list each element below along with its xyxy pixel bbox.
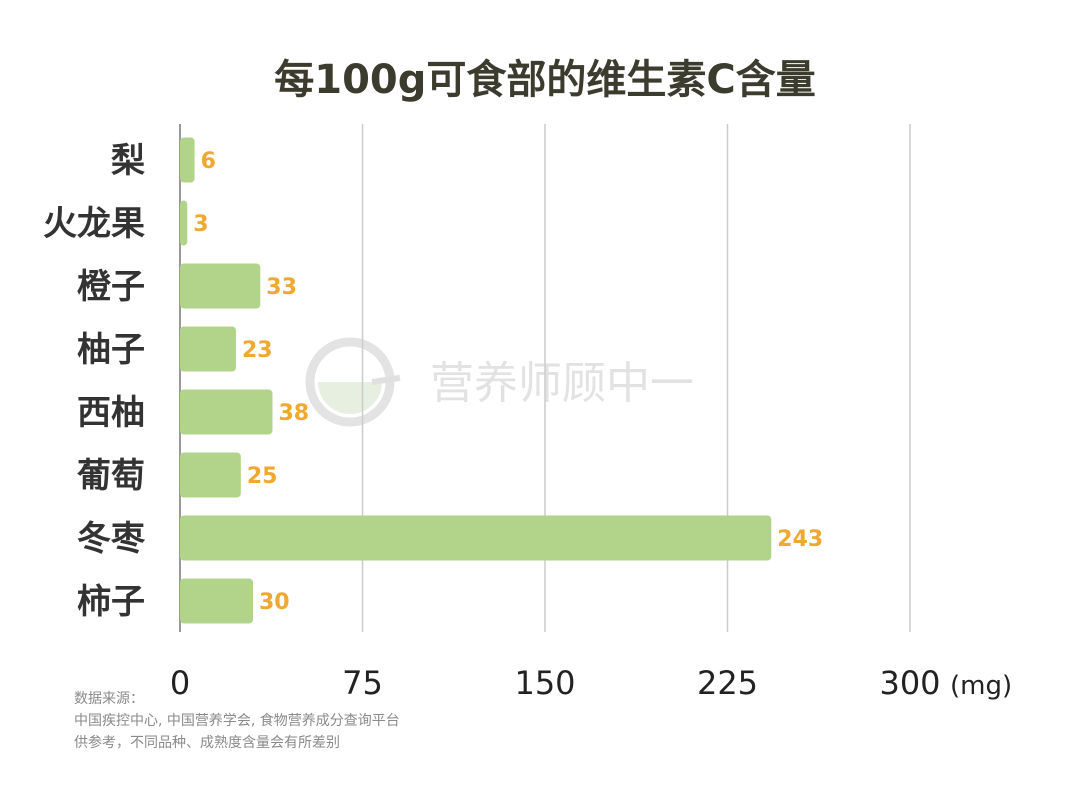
watermark-text: 营养师顾中一 xyxy=(430,358,694,409)
x-tick-label: 225 xyxy=(697,664,758,702)
bar-柿子 xyxy=(180,578,253,624)
value-label: 6 xyxy=(201,149,216,174)
bar-葡萄 xyxy=(180,452,241,498)
footnote-disclaimer: 供参考，不同品种、成熟度含量会有所差别 xyxy=(74,735,340,751)
category-label: 梨 xyxy=(111,141,145,181)
bar-梨 xyxy=(180,137,195,183)
x-axis-unit-label: (mg) xyxy=(950,671,1012,701)
bars xyxy=(180,137,772,624)
x-tick-labels: 0 75 150 225 300 xyxy=(170,664,941,702)
bar-西柚 xyxy=(180,389,273,435)
x-tick-label: 75 xyxy=(342,664,383,702)
category-label: 西柚 xyxy=(77,393,145,433)
watermark: 营养师顾中一 xyxy=(305,337,694,427)
value-label: 38 xyxy=(278,401,309,426)
value-label: 30 xyxy=(259,590,290,615)
bar-火龙果 xyxy=(180,200,188,246)
footnotes: 数据来源： 中国疾控中心, 中国营养学会, 食物营养成分查询平台 供参考，不同品… xyxy=(74,688,400,754)
category-label: 火龙果 xyxy=(43,204,145,244)
footnote-sources: 中国疾控中心, 中国营养学会, 食物营养成分查询平台 xyxy=(74,713,400,729)
x-tick-label: 300 xyxy=(879,664,940,702)
x-tick-label: 150 xyxy=(514,664,575,702)
chart-title: 每100g可食部的维生素C含量 xyxy=(274,57,815,103)
bar-橙子 xyxy=(180,263,261,309)
value-label: 23 xyxy=(242,338,273,363)
category-label: 葡萄 xyxy=(77,456,145,496)
footnote-source-heading: 数据来源： xyxy=(74,691,144,707)
value-label: 3 xyxy=(193,212,208,237)
category-label: 冬枣 xyxy=(77,519,146,559)
category-label: 柿子 xyxy=(77,582,145,622)
watermark-logo-bowl xyxy=(318,382,382,414)
value-label: 243 xyxy=(777,527,823,552)
x-tick-label: 0 xyxy=(170,664,190,702)
category-label: 橙子 xyxy=(77,267,145,307)
bar-冬枣 xyxy=(180,515,772,561)
value-label: 25 xyxy=(247,464,278,489)
category-label: 柚子 xyxy=(77,330,145,370)
watermark-logo-handle xyxy=(371,375,401,385)
value-label: 33 xyxy=(266,275,297,300)
bar-柚子 xyxy=(180,326,236,372)
